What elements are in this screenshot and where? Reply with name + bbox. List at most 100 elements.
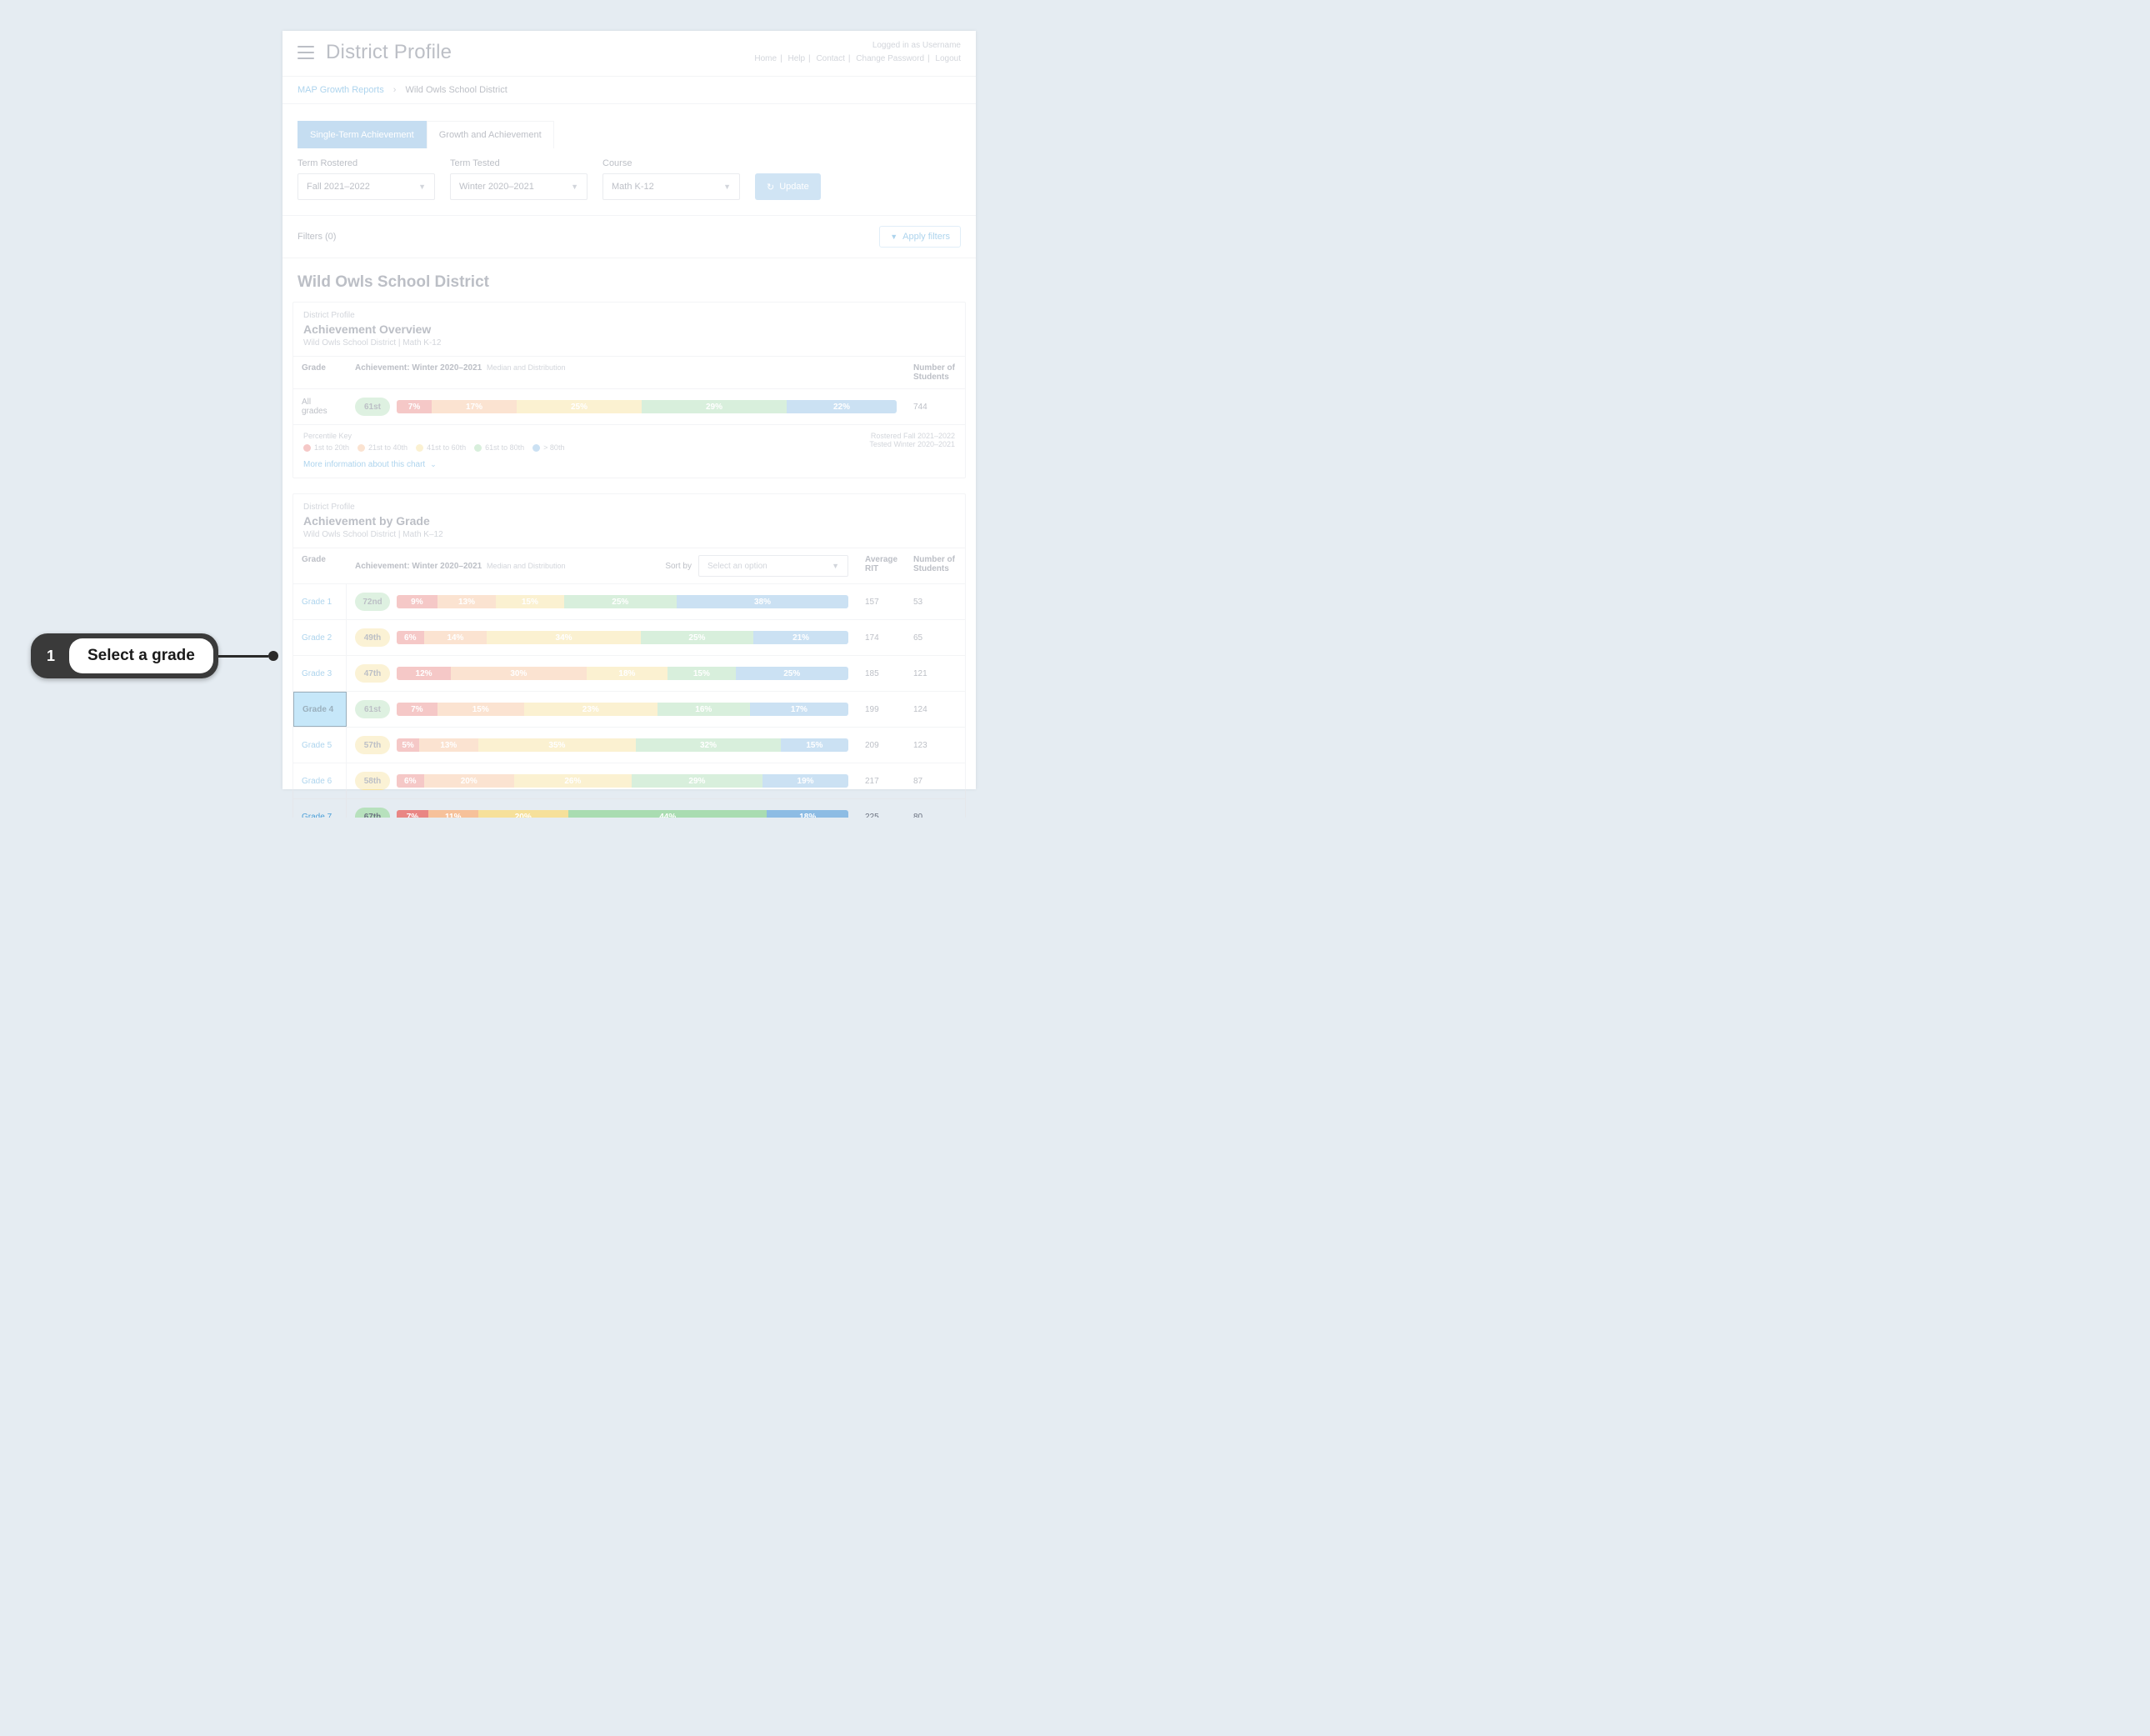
- term-rostered-select[interactable]: Fall 2021–2022 ▼: [298, 173, 435, 200]
- median-pill: 49th: [355, 628, 390, 647]
- average-rit-value: 199: [857, 692, 905, 727]
- dist-segment: 15%: [496, 595, 563, 608]
- tab-growth[interactable]: Growth and Achievement: [427, 121, 554, 148]
- link-help[interactable]: Help: [788, 54, 805, 63]
- term-tested-label: Term Tested: [450, 158, 588, 168]
- grade-link[interactable]: Grade 6: [293, 763, 347, 798]
- link-contact[interactable]: Contact: [816, 54, 844, 63]
- grade-link[interactable]: Grade 5: [293, 728, 347, 763]
- bygrade-rows: Grade 1 72nd 9%13%15%25%38% 15753 Grade 2 49t…: [293, 584, 965, 818]
- dist-segment: 17%: [750, 703, 848, 716]
- term-tested-value: Winter 2020–2021: [459, 182, 534, 192]
- update-button[interactable]: ↻ Update: [755, 173, 821, 200]
- dist-segment: 25%: [641, 631, 754, 644]
- average-rit-value: 209: [857, 728, 905, 763]
- average-rit-value: 157: [857, 584, 905, 619]
- overview-kicker: District Profile: [303, 311, 955, 320]
- median-pill: 47th: [355, 664, 390, 683]
- dist-segment: 26%: [514, 774, 632, 788]
- sortby-select[interactable]: Select an option ▼: [698, 555, 848, 577]
- grade-link[interactable]: Grade 1: [293, 584, 347, 619]
- dist-segment: 13%: [438, 595, 496, 608]
- link-change-password[interactable]: Change Password: [856, 54, 924, 63]
- median-pill: 67th: [355, 808, 390, 818]
- dist-segment: 15%: [438, 703, 524, 716]
- breadcrumb: MAP Growth Reports › Wild Owls School Di…: [282, 77, 976, 104]
- overview-legend: Percentile Key 1st to 20th21st to 40th41…: [293, 425, 965, 455]
- course-label: Course: [602, 158, 740, 168]
- bygrade-sub: Wild Owls School District | Math K–12: [303, 530, 955, 539]
- grade-row: Grade 658th6%20%26%29%19%21787: [293, 763, 965, 799]
- dist-bar: 7%11%20%44%18%: [397, 810, 848, 818]
- students-value: 123: [905, 728, 965, 763]
- app-window: District Profile Logged in as Username H…: [282, 31, 976, 789]
- dist-segment: 13%: [419, 738, 478, 752]
- dist-segment: 23%: [524, 703, 658, 716]
- grade-row: Grade 347th12%30%18%15%25%185121: [293, 656, 965, 692]
- overview-distribution-cell: 61st 7%17%25%29%22%: [347, 389, 905, 424]
- students-value: 124: [905, 692, 965, 727]
- students-value: 65: [905, 620, 965, 655]
- grade-row: Grade 1 72nd 9%13%15%25%38% 15753: [293, 584, 965, 620]
- control-term-rostered: Term Rostered Fall 2021–2022 ▼: [298, 158, 435, 200]
- grade-link[interactable]: Grade 4: [293, 692, 347, 727]
- dist-segment: 35%: [478, 738, 637, 752]
- average-rit-value: 174: [857, 620, 905, 655]
- dist-segment: 17%: [432, 400, 517, 413]
- dist-bar: 7%15%23%16%17%: [397, 703, 848, 716]
- callout-line: [218, 655, 268, 658]
- grade-link[interactable]: Grade 2: [293, 620, 347, 655]
- tab-single-term[interactable]: Single-Term Achievement: [298, 121, 427, 148]
- dist-bar: 6%20%26%29%19%: [397, 774, 848, 788]
- legend-items: 1st to 20th21st to 40th41st to 60th61st …: [303, 443, 564, 452]
- tabs: Single-Term Achievement Growth and Achie…: [282, 104, 976, 148]
- apply-filters-button[interactable]: ▼ Apply filters: [879, 226, 961, 248]
- caret-down-icon: ▼: [723, 183, 731, 191]
- district-title: Wild Owls School District: [282, 258, 976, 302]
- menu-icon[interactable]: [298, 46, 314, 59]
- dist-segment: 29%: [632, 774, 762, 788]
- students-value: 87: [905, 763, 965, 798]
- update-label: Update: [779, 182, 808, 192]
- controls-row: Term Rostered Fall 2021–2022 ▼ Term Test…: [282, 148, 976, 216]
- overview-header-row: Grade Achievement: Winter 2020–2021 Medi…: [293, 357, 965, 389]
- header-links: Home| Help| Contact| Change Password| Lo…: [754, 53, 961, 66]
- dist-segment: 6%: [397, 631, 424, 644]
- header: District Profile Logged in as Username H…: [282, 31, 976, 77]
- grade-distribution-cell: 72nd 9%13%15%25%38%: [347, 584, 857, 619]
- link-home[interactable]: Home: [754, 54, 777, 63]
- bygrade-grade-header: Grade: [293, 548, 347, 583]
- average-rit-value: 185: [857, 656, 905, 691]
- panel-overview: District Profile Achievement Overview Wi…: [292, 302, 966, 478]
- link-logout[interactable]: Logout: [935, 54, 961, 63]
- grade-link[interactable]: Grade 3: [293, 656, 347, 691]
- grade-distribution-cell: 47th12%30%18%15%25%: [347, 656, 857, 691]
- legend-item: 61st to 80th: [474, 443, 524, 452]
- breadcrumb-root[interactable]: MAP Growth Reports: [298, 85, 384, 95]
- bygrade-header-row: Grade Achievement: Winter 2020–2021 Medi…: [293, 548, 965, 584]
- more-info-link[interactable]: More information about this chart ⌄: [293, 455, 965, 478]
- grade-row: Grade 4 61st 7%15%23%16%17% 199124: [293, 692, 965, 728]
- dist-segment: 22%: [787, 400, 897, 413]
- students-value: 53: [905, 584, 965, 619]
- term-tested-select[interactable]: Winter 2020–2021 ▼: [450, 173, 588, 200]
- bygrade-title: Achievement by Grade: [303, 514, 955, 528]
- dist-segment: 7%: [397, 400, 432, 413]
- dist-segment: 12%: [397, 667, 451, 680]
- median-pill: 72nd: [355, 593, 390, 611]
- grade-row: Grade 767th7%11%20%44%18%22580: [293, 799, 965, 818]
- dist-segment: 25%: [736, 667, 849, 680]
- bygrade-kicker: District Profile: [303, 503, 955, 512]
- overview-sub: Wild Owls School District | Math K-12: [303, 338, 955, 348]
- grade-link[interactable]: Grade 7: [293, 799, 347, 818]
- overview-title: Achievement Overview: [303, 323, 955, 336]
- median-pill: 61st: [355, 700, 390, 718]
- panel-by-grade: District Profile Achievement by Grade Wi…: [292, 493, 966, 818]
- dist-bar: 9%13%15%25%38%: [397, 595, 848, 608]
- filters-row: Filters (0) ▼ Apply filters: [282, 216, 976, 258]
- bygrade-students-header: Number of Students: [905, 548, 965, 583]
- sortby-placeholder: Select an option: [708, 562, 768, 571]
- dist-segment: 20%: [478, 810, 568, 818]
- course-select[interactable]: Math K-12 ▼: [602, 173, 740, 200]
- bygrade-ach-header: Achievement: Winter 2020–2021 Median and…: [347, 548, 857, 583]
